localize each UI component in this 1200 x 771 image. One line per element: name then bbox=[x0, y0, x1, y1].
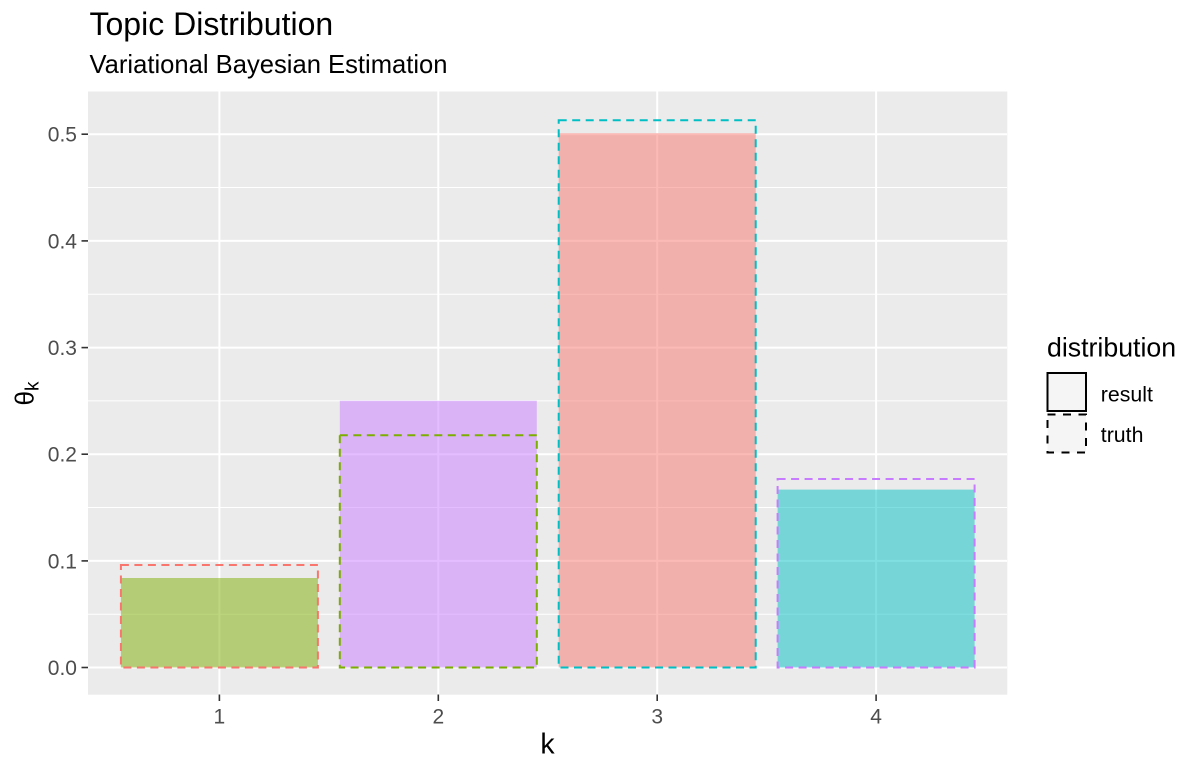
svg-text:0.1: 0.1 bbox=[48, 550, 77, 573]
svg-text:1: 1 bbox=[214, 706, 226, 729]
svg-text:0.0: 0.0 bbox=[48, 657, 77, 680]
svg-text:3: 3 bbox=[651, 706, 663, 729]
svg-text:θk: θk bbox=[10, 381, 44, 405]
svg-text:Topic Distribution: Topic Distribution bbox=[90, 6, 334, 42]
svg-text:2: 2 bbox=[432, 706, 444, 729]
svg-text:truth: truth bbox=[1101, 423, 1144, 447]
svg-text:0.3: 0.3 bbox=[48, 337, 77, 360]
svg-text:result: result bbox=[1101, 382, 1153, 406]
svg-text:k: k bbox=[540, 729, 555, 761]
svg-text:4: 4 bbox=[870, 706, 882, 729]
svg-text:distribution: distribution bbox=[1047, 332, 1176, 362]
svg-text:Variational Bayesian Estimatio: Variational Bayesian Estimation bbox=[90, 51, 448, 79]
svg-text:0.4: 0.4 bbox=[48, 230, 78, 253]
svg-text:0.5: 0.5 bbox=[48, 124, 77, 147]
svg-text:0.2: 0.2 bbox=[48, 444, 77, 467]
